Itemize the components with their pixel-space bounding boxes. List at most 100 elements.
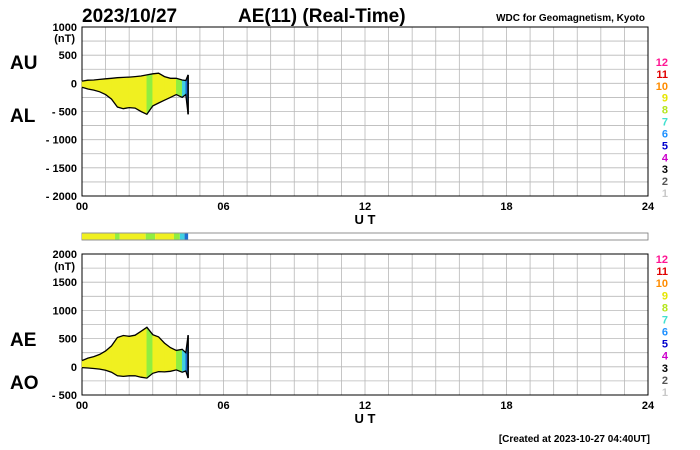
station-count-7: 7: [662, 314, 668, 326]
status-segment-yellow: [82, 233, 116, 240]
y-axis-unit: (nT): [54, 261, 75, 273]
fill-segment: [164, 76, 171, 101]
station-count-9: 9: [662, 290, 668, 302]
fill-segment: [111, 336, 118, 377]
series-line-al: [81, 86, 189, 116]
station-count-2: 2: [662, 375, 668, 387]
station-count-11: 11: [656, 266, 668, 278]
station-count-12: 12: [656, 254, 668, 266]
y-tick-label: 500: [59, 50, 77, 62]
plot-frame: [81, 26, 649, 197]
y-tick-label: 500: [59, 334, 77, 346]
y-tick-label: 1000: [53, 305, 77, 317]
x-tick-label: 12: [359, 400, 371, 412]
station-count-8: 8: [662, 105, 668, 117]
x-axis-label: U T: [355, 411, 376, 426]
y-tick-label: 1000: [53, 22, 77, 34]
station-count-7: 7: [662, 117, 668, 129]
station-count-11: 11: [656, 69, 668, 81]
station-count-5: 5: [662, 140, 668, 152]
index-label-ao: AO: [10, 373, 39, 394]
ae-ao-panel: 2000 1500 1000 500 0 - 500 (nT) 00 06 12 18 24 U T AE…: [10, 249, 655, 426]
x-tick-label: 00: [76, 201, 88, 213]
station-count-2: 2: [662, 176, 668, 188]
x-axis-label: U T: [355, 212, 376, 227]
x-tick-label: 06: [217, 201, 229, 213]
x-tick-label: 00: [76, 400, 88, 412]
index-label-ae: AE: [10, 330, 36, 351]
series-line-ae: [81, 326, 189, 362]
fill-segment: [140, 74, 148, 115]
station-count-3: 3: [662, 164, 668, 176]
fill-segment: [134, 75, 142, 113]
fill-segment: [122, 76, 130, 110]
y-tick-label: 2000: [53, 249, 77, 261]
station-count-6: 6: [662, 327, 668, 339]
status-segment-green: [173, 233, 180, 240]
status-segment-cyan: [179, 233, 185, 240]
station-status-bar: [81, 232, 649, 241]
y-tick-label: - 500: [52, 390, 77, 402]
station-count-9: 9: [662, 93, 668, 105]
station-count-3: 3: [662, 363, 668, 375]
plot-frame: [81, 253, 649, 396]
fill-segment: [117, 77, 124, 110]
y-tick-label: 1500: [53, 277, 77, 289]
y-axis-unit: (nT): [54, 33, 75, 45]
station-count-10: 10: [656, 81, 668, 93]
x-tick-label: 06: [217, 400, 229, 412]
station-count-6: 6: [662, 128, 668, 140]
y-tick-label: - 1000: [46, 135, 77, 147]
fill-segment: [152, 72, 159, 107]
fill-segment: [117, 335, 124, 377]
index-fill: [81, 326, 189, 379]
fill-segment: [146, 326, 154, 379]
station-count-4: 4: [662, 152, 669, 164]
y-tick-label: - 2000: [46, 191, 77, 203]
station-count-8: 8: [662, 302, 668, 314]
fill-segment: [140, 326, 148, 379]
status-segment-green: [145, 233, 156, 240]
status-segment-yellow: [155, 233, 174, 240]
status-segment-blue: [184, 233, 189, 240]
station-count-5: 5: [662, 339, 668, 351]
station-count-4: 4: [662, 351, 669, 363]
status-segment-green: [115, 233, 120, 240]
grid-lines: [81, 253, 649, 396]
grid-lines: [81, 26, 649, 197]
au-al-panel: 1000 500 0 - 500 - 1000 - 1500 - 2000 (nT) 00 06 1…: [10, 22, 655, 227]
station-count-1: 1: [662, 188, 668, 200]
fill-segment: [170, 347, 177, 372]
index-label-au: AU: [10, 53, 37, 74]
fill-segment: [158, 72, 165, 104]
chart-source: WDC for Geomagnetism, Kyoto: [496, 13, 645, 24]
y-tick-label: - 1500: [46, 163, 77, 175]
x-tick-label: 24: [642, 201, 655, 213]
fill-segment: [122, 335, 130, 377]
fill-segment: [176, 348, 183, 373]
station-count-10: 10: [656, 278, 668, 290]
x-tick-label: 18: [500, 400, 512, 412]
fill-segment: [128, 334, 136, 377]
fill-segment: [128, 76, 136, 109]
station-count-1: 1: [662, 387, 668, 399]
x-tick-label: 12: [359, 201, 371, 213]
chart-date: 2023/10/27: [82, 6, 177, 27]
index-label-al: AL: [10, 106, 36, 127]
y-tick-label: 0: [71, 362, 77, 374]
y-tick-label: 0: [71, 78, 77, 90]
status-segment-yellow: [119, 233, 146, 240]
fill-segment: [152, 334, 159, 374]
x-tick-label: 18: [500, 201, 512, 213]
fill-segment: [134, 330, 142, 378]
series-line-ao: [81, 366, 189, 379]
y-tick-label: - 500: [52, 107, 77, 119]
chart-title: AE(11) (Real-Time): [238, 6, 406, 27]
created-timestamp: [Created at 2023-10-27 04:40UT]: [499, 434, 650, 445]
x-tick-label: 24: [642, 400, 655, 412]
series-line-au: [81, 72, 189, 82]
station-count-12: 12: [656, 57, 668, 69]
